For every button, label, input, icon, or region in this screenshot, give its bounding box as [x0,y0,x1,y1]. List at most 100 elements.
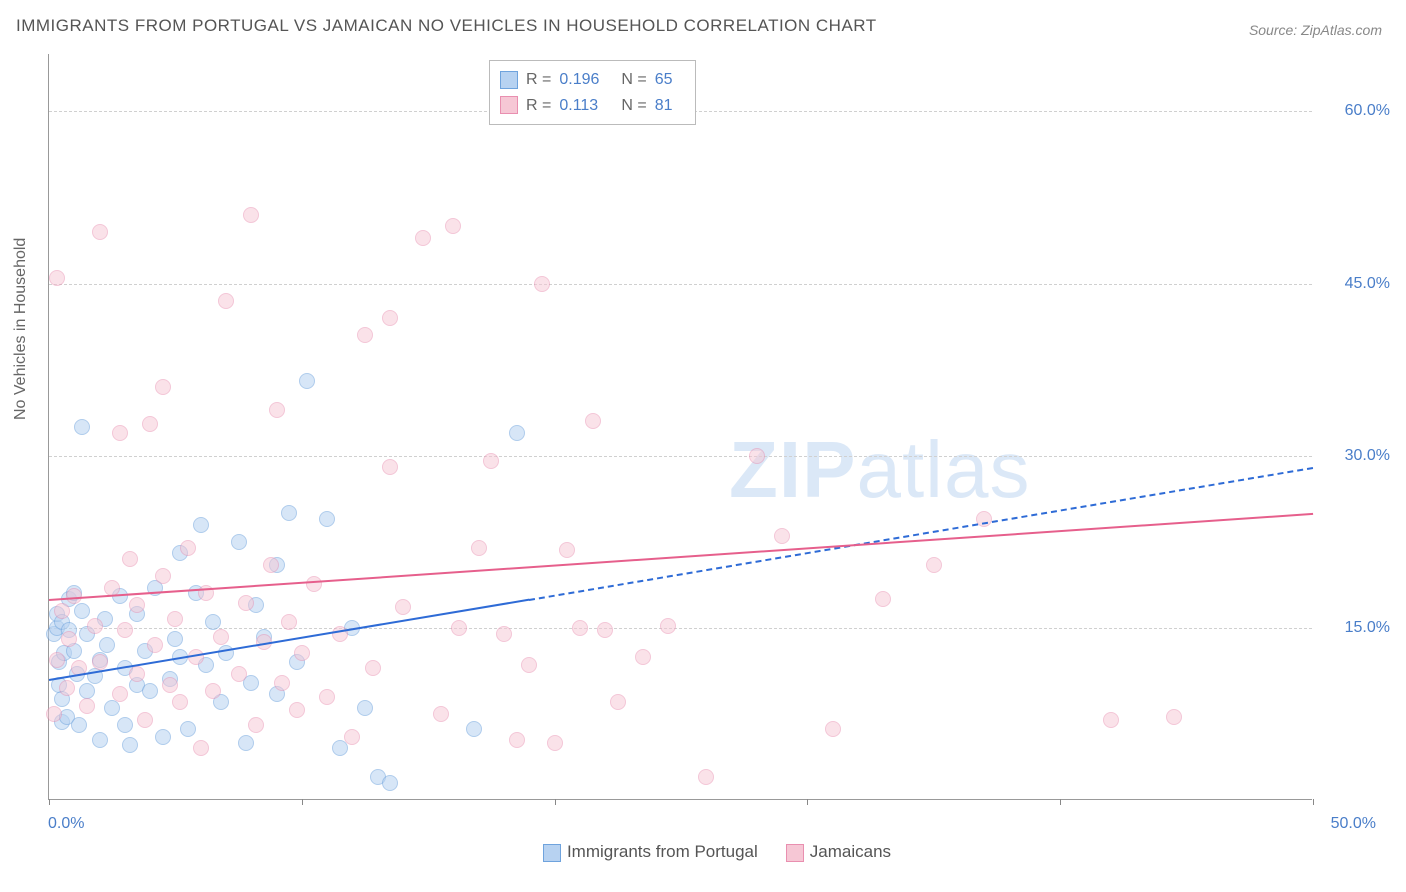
scatter-point [597,622,613,638]
scatter-point [243,207,259,223]
scatter-point [59,680,75,696]
scatter-point [483,453,499,469]
scatter-point [1103,712,1119,728]
scatter-point [79,698,95,714]
scatter-point [122,551,138,567]
xtick [49,799,50,805]
scatter-point [365,660,381,676]
scatter-point [451,620,467,636]
scatter-point [926,557,942,573]
watermark-light: atlas [856,425,1030,514]
source-prefix: Source: [1249,22,1301,38]
gridline [49,628,1312,629]
scatter-point [289,702,305,718]
scatter-point [112,686,128,702]
scatter-point [99,637,115,653]
scatter-point [319,511,335,527]
ytick-label: 45.0% [1320,275,1390,293]
scatter-point [66,588,82,604]
x-axis-start-label: 0.0% [48,815,84,833]
watermark: ZIPatlas [729,424,1030,516]
scatter-point [299,373,315,389]
scatter-point [521,657,537,673]
scatter-point [49,270,65,286]
scatter-point [117,717,133,733]
xtick [1060,799,1061,805]
scatter-point [238,735,254,751]
scatter-point [122,737,138,753]
bottom-legend: Immigrants from PortugalJamaicans [0,842,1406,862]
source-credit: Source: ZipAtlas.com [1249,22,1382,38]
scatter-point [332,626,348,642]
scatter-point [180,721,196,737]
scatter-point [269,402,285,418]
scatter-point [117,622,133,638]
scatter-point [274,675,290,691]
scatter-point [281,614,297,630]
scatter-point [774,528,790,544]
scatter-point [572,620,588,636]
scatter-point [415,230,431,246]
xtick [1313,799,1314,805]
scatter-point [92,224,108,240]
scatter-point [344,729,360,745]
scatter-point [559,542,575,558]
scatter-point [509,732,525,748]
scatter-point [112,425,128,441]
source-name: ZipAtlas.com [1301,22,1382,38]
scatter-point [71,717,87,733]
scatter-point [129,597,145,613]
correlation-box: R =0.196N =65R =0.113N =81 [489,60,696,125]
scatter-point [155,729,171,745]
series-swatch [500,71,518,89]
scatter-point [466,721,482,737]
scatter-point [248,717,264,733]
scatter-point [635,649,651,665]
scatter-point [218,293,234,309]
scatter-point [155,379,171,395]
gridline [49,456,1312,457]
scatter-point [357,700,373,716]
scatter-point [193,517,209,533]
y-axis-label: No Vehicles in Household [12,238,30,420]
scatter-point [471,540,487,556]
plot-area: ZIPatlas 15.0%30.0%45.0%60.0% R =0.196N … [48,54,1312,800]
scatter-point [357,327,373,343]
scatter-point [332,740,348,756]
r-value: 0.196 [559,67,613,93]
scatter-point [193,740,209,756]
scatter-point [238,595,254,611]
scatter-point [74,419,90,435]
scatter-point [382,775,398,791]
scatter-point [1166,709,1182,725]
scatter-point [281,505,297,521]
scatter-point [87,618,103,634]
n-value: 81 [655,93,685,119]
scatter-point [875,591,891,607]
scatter-point [433,706,449,722]
series-swatch [500,96,518,114]
r-label: R = [526,67,551,93]
legend-swatch [786,844,804,862]
scatter-point [46,706,62,722]
scatter-point [749,448,765,464]
correlation-row: R =0.113N =81 [500,93,685,119]
scatter-point [698,769,714,785]
scatter-point [205,614,221,630]
scatter-point [180,540,196,556]
r-label: R = [526,93,551,119]
scatter-point [129,666,145,682]
scatter-point [231,534,247,550]
scatter-point [445,218,461,234]
scatter-point [534,276,550,292]
scatter-point [172,694,188,710]
scatter-point [205,683,221,699]
scatter-point [231,666,247,682]
scatter-point [167,611,183,627]
scatter-point [61,631,77,647]
scatter-point [137,712,153,728]
legend-swatch [543,844,561,862]
scatter-point [263,557,279,573]
n-label: N = [621,93,646,119]
scatter-point [104,700,120,716]
